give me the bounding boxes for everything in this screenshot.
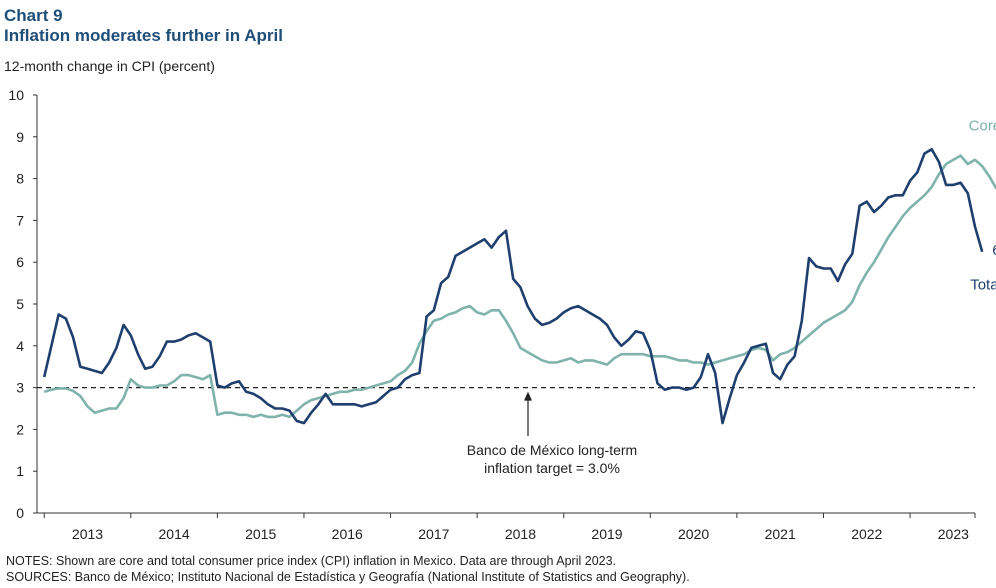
x-tick-label: 2021 [765, 526, 796, 542]
total-series-line [42, 148, 984, 425]
chart-header: Chart 9 Inflation moderates further in A… [4, 6, 283, 46]
chart-number-label: Chart 9 [4, 6, 63, 25]
annotation-arrow-head [524, 391, 532, 401]
total-series-label: Total [970, 276, 996, 293]
x-tick-label: 2020 [678, 526, 709, 542]
notes-block: NOTES: Shown are core and total consumer… [6, 553, 690, 585]
y-tick-label: 6 [16, 254, 24, 270]
target-annotation: Banco de México long-term inflation targe… [467, 391, 637, 476]
x-tick-label: 2022 [851, 526, 882, 542]
series-labels: 7.7Core6.2Total [969, 118, 996, 294]
y-tick-label: 3 [16, 380, 24, 396]
y-tick-label: 9 [16, 129, 24, 145]
core-series-line [43, 154, 996, 419]
y-tick-label: 8 [16, 171, 24, 187]
x-tick-label: 2014 [159, 526, 190, 542]
x-tick-label: 2023 [938, 526, 969, 542]
annotation-text-line: inflation target = 3.0% [484, 460, 620, 476]
y-tick-label: 10 [8, 87, 24, 103]
total-end-value-label: 6.2 [992, 242, 996, 259]
chart-title: Inflation moderates further in April [4, 26, 283, 45]
y-tick-label: 1 [16, 463, 24, 479]
x-tick-label: 2013 [72, 526, 103, 542]
y-tick-label: 2 [16, 421, 24, 437]
y-axis-unit-label: 12-month change in CPI (percent) [4, 58, 215, 74]
x-tick-label: 2018 [505, 526, 536, 542]
x-tick-label: 2017 [418, 526, 449, 542]
axes: 0 1 2 3 4 5 6 7 8 9 10 2013 2014 2015 2016 2017 2018 2019… [8, 87, 976, 542]
y-tick-label: 4 [16, 338, 24, 354]
y-tick-label: 0 [16, 505, 24, 521]
y-tick-label: 7 [16, 212, 24, 228]
annotation-text-line: Banco de México long-term [467, 442, 637, 458]
series-lines [42, 148, 996, 425]
x-tick-label: 2015 [245, 526, 276, 542]
y-tick-label: 5 [16, 296, 24, 312]
sources-text: SOURCES: Banco de México; Instituto Naci… [6, 570, 690, 584]
x-tick-label: 2019 [591, 526, 622, 542]
notes-text: NOTES: Shown are core and total consumer… [6, 554, 617, 568]
x-tick-label: 2016 [332, 526, 363, 542]
core-series-label: Core [969, 118, 996, 135]
